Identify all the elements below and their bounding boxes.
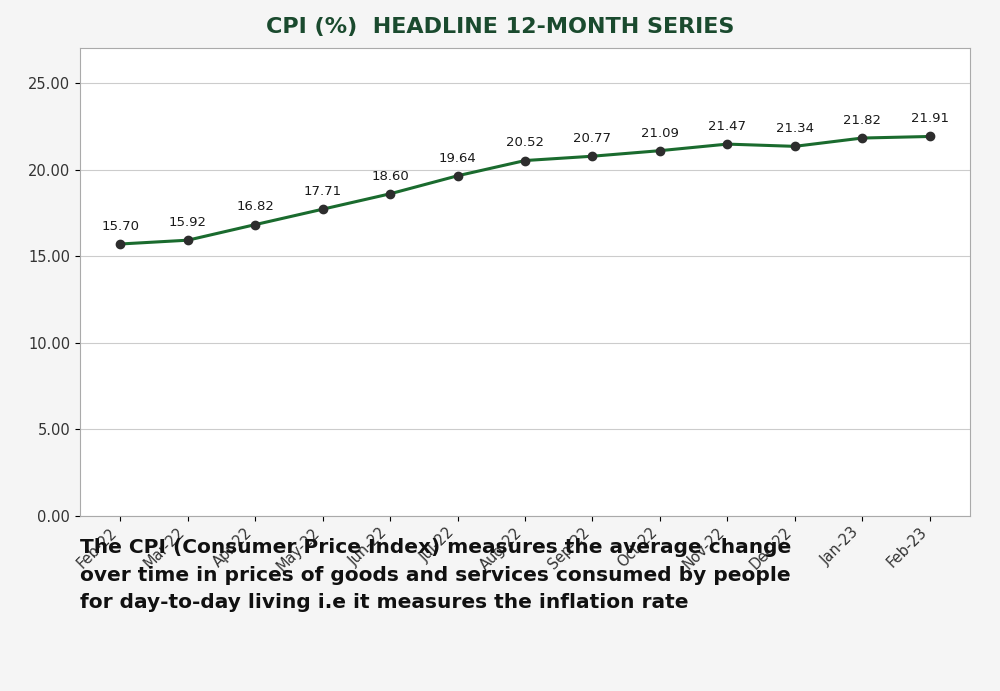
- Text: 21.09: 21.09: [641, 126, 679, 140]
- Text: 17.71: 17.71: [304, 185, 342, 198]
- Text: 15.92: 15.92: [169, 216, 207, 229]
- Text: 20.52: 20.52: [506, 136, 544, 149]
- Text: 20.77: 20.77: [573, 132, 611, 145]
- Text: 18.60: 18.60: [371, 170, 409, 182]
- Text: The CPI (Consumer Price Index) measures the average change
over time in prices o: The CPI (Consumer Price Index) measures …: [80, 538, 791, 612]
- Text: 21.47: 21.47: [708, 120, 746, 133]
- Text: 16.82: 16.82: [236, 200, 274, 214]
- Text: 21.82: 21.82: [843, 114, 881, 127]
- Text: 19.64: 19.64: [439, 151, 476, 164]
- Text: CPI (%)  HEADLINE 12-MONTH SERIES: CPI (%) HEADLINE 12-MONTH SERIES: [266, 17, 734, 37]
- Text: 15.70: 15.70: [101, 220, 139, 233]
- Text: 21.91: 21.91: [911, 113, 949, 125]
- Text: 21.34: 21.34: [776, 122, 814, 135]
